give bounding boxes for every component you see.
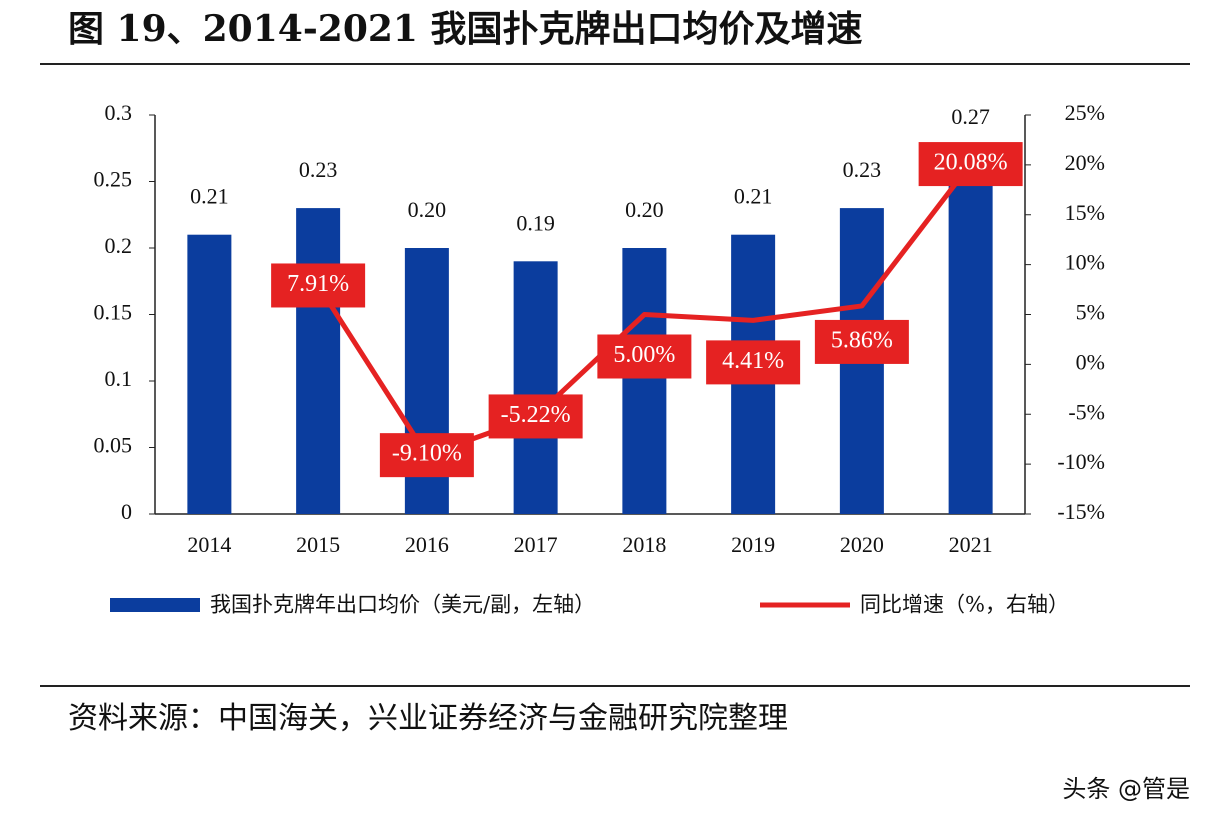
- line-label: -9.10%: [392, 441, 462, 467]
- source: 资料来源：中国海关，兴业证券经济与金融研究院整理: [68, 701, 788, 736]
- y-tick-label: 0.25: [94, 167, 133, 192]
- line-label: 5.86%: [831, 327, 893, 353]
- y-tick-label: 0.3: [105, 100, 133, 125]
- bar: [187, 234, 232, 514]
- y2-tick-label: -15%: [1057, 499, 1105, 524]
- bar-label: 0.20: [408, 197, 447, 222]
- line-label: 20.08%: [934, 150, 1008, 176]
- label-box: [918, 142, 1023, 187]
- y2-tick-label: 0%: [1076, 349, 1105, 374]
- label-box: [597, 334, 692, 379]
- y2-tick-label: 5%: [1076, 300, 1105, 325]
- watermark: 头条 @管是: [1062, 775, 1190, 803]
- y2-tick-label: -10%: [1057, 449, 1105, 474]
- x-tick-label: 2014: [187, 532, 231, 557]
- label-box: [271, 263, 366, 308]
- label-box: [814, 319, 909, 364]
- bar-label: 0.23: [843, 157, 882, 182]
- y-tick-label: 0.05: [94, 433, 133, 458]
- bar-label: 0.23: [299, 157, 338, 182]
- x-tick-label: 2016: [405, 532, 449, 557]
- y2-tick-label: -5%: [1068, 399, 1105, 424]
- x-tick-label: 2020: [840, 532, 884, 557]
- label-box: [488, 394, 583, 439]
- legend-label: 我国扑克牌年出口均价（美元/副，左轴）: [210, 593, 595, 617]
- x-tick-label: 2015: [296, 532, 340, 557]
- label-box: [379, 433, 474, 478]
- bar-label: 0.19: [516, 210, 555, 235]
- bar-label: 0.21: [734, 184, 773, 209]
- y2-tick-label: 15%: [1065, 200, 1105, 225]
- y2-tick-label: 20%: [1065, 150, 1105, 175]
- chart-title: 图 19、2014-2021 我国扑克牌出口均价及增速: [68, 8, 863, 50]
- legend-label: 同比增速（%，右轴）: [860, 593, 1069, 617]
- bar: [296, 208, 341, 514]
- bar-label: 0.27: [951, 104, 990, 129]
- bar-label: 0.21: [190, 184, 229, 209]
- y-tick-label: 0.2: [105, 233, 133, 258]
- x-tick-label: 2018: [622, 532, 666, 557]
- bar-label: 0.20: [625, 197, 664, 222]
- y2-tick-label: 25%: [1065, 100, 1105, 125]
- bar: [513, 261, 558, 514]
- x-tick-label: 2021: [949, 532, 993, 557]
- line-label: 4.41%: [722, 348, 784, 374]
- line-label: 5.00%: [613, 342, 675, 368]
- bar: [948, 154, 993, 514]
- bar: [622, 248, 667, 514]
- x-tick-label: 2019: [731, 532, 775, 557]
- line-label: 7.91%: [287, 271, 349, 297]
- line-label: -5.22%: [501, 402, 571, 428]
- y2-tick-label: 10%: [1065, 250, 1105, 275]
- legend-swatch: [110, 598, 200, 612]
- x-tick-label: 2017: [514, 532, 558, 557]
- y-tick-label: 0: [121, 499, 132, 524]
- y-tick-label: 0.15: [94, 300, 133, 325]
- label-box: [706, 340, 801, 385]
- y-tick-label: 0.1: [105, 366, 133, 391]
